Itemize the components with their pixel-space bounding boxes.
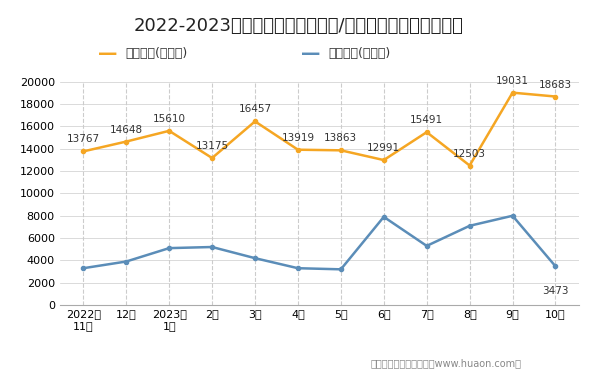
Text: 13175: 13175 [196,141,229,151]
Text: 进口总额(万美元): 进口总额(万美元) [328,48,390,60]
Text: 2022-2023年株洲市（境内目的地/货源地）进、出口额统计: 2022-2023年株洲市（境内目的地/货源地）进、出口额统计 [134,17,463,35]
Text: 15610: 15610 [153,114,186,124]
Text: 15491: 15491 [410,115,443,125]
Text: 13767: 13767 [67,134,100,144]
Text: 制图：华经产业研究院（www.huaon.com）: 制图：华经产业研究院（www.huaon.com） [370,358,521,368]
Text: 3473: 3473 [542,286,569,296]
Text: 18683: 18683 [539,80,572,90]
Text: 14648: 14648 [110,125,143,135]
Text: 出口总额(万美元): 出口总额(万美元) [125,48,187,60]
Text: 12503: 12503 [453,148,486,158]
Text: 12991: 12991 [367,143,401,153]
Text: 16457: 16457 [238,105,272,115]
Text: 19031: 19031 [496,76,529,86]
Text: —: — [98,44,117,64]
Text: 13863: 13863 [324,134,358,143]
Text: —: — [301,44,320,64]
Text: 13919: 13919 [281,133,315,143]
